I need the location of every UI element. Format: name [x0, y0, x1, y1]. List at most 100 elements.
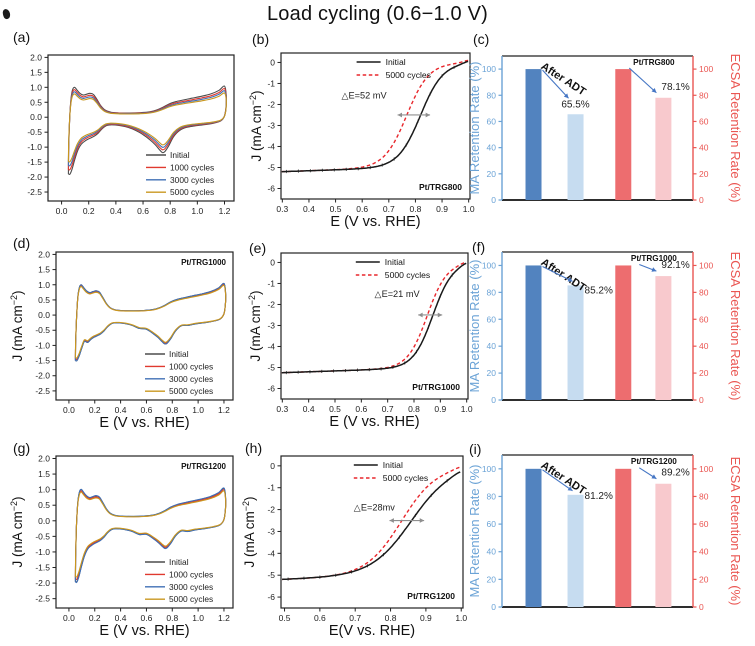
- panel-g-legend-label-1: 1000 cycles: [169, 569, 213, 579]
- panel-b-y-axis-label: J (mA cm−2): [248, 90, 264, 161]
- panel-g-cv-curve-1: [74, 489, 227, 581]
- panel-h-y-tick-label: 0: [270, 461, 275, 471]
- panel-letter-b: (b): [252, 31, 270, 47]
- panel-d-x-tick-label: 0.8: [166, 405, 178, 415]
- panel-e-x-axis-label: E (V vs. RHE): [329, 414, 419, 430]
- panel-f-pct-label-ma: 85.2%: [585, 285, 613, 296]
- panel-b-x-tick-label: 1.0: [463, 204, 475, 214]
- panel-d-x-axis-label: E (V vs. RHE): [99, 415, 189, 431]
- panel-i-adt-arrow: [542, 469, 573, 492]
- panel-g-y-tick-label: 1.0: [38, 485, 50, 495]
- panel-h-x-tick-label: 0.5: [279, 613, 291, 623]
- panel-g-legend-label-0: Initial: [169, 557, 189, 567]
- panel-b-y-tick-label: 0: [270, 57, 275, 67]
- panel-letter-d: (d): [13, 235, 31, 251]
- panel-e-y-tick-label: -3: [267, 320, 275, 330]
- panel-e-y-tick-label: -1: [267, 278, 275, 288]
- panel-b-x-tick-label: 0.8: [410, 204, 422, 214]
- panel-c-right-tick-label: 0: [699, 195, 704, 205]
- panel-h-delta-e-annotation: △E=28mv: [354, 503, 395, 513]
- panel-d-x-tick-label: 0.0: [63, 405, 75, 415]
- panel-b-x-tick-label: 0.7: [383, 204, 395, 214]
- panel-a-legend-label-2: 3000 cycles: [170, 175, 214, 185]
- panel-d-legend-label-1: 1000 cycles: [169, 361, 213, 371]
- panel-c-tag: Pt/TRG800: [633, 58, 675, 67]
- panel-h-legend-label-1: 5000 cycles: [383, 473, 428, 483]
- panel-a-y-tick-label: 1.5: [30, 67, 42, 77]
- panel-e-x-tick-label: 1.0: [461, 404, 473, 414]
- panel-f-after-adt-label: After ADT: [539, 256, 588, 294]
- panel-h-frame: [280, 455, 464, 609]
- panel-e-x-tick-label: 0.8: [408, 404, 420, 414]
- panel-i-adt-arrow-head: [567, 486, 573, 491]
- panel-b-frame: [280, 52, 471, 200]
- panel-i-left-axis-label: MA Retention Rate (%): [467, 465, 482, 598]
- panel-a-y-tick-label: 0.0: [30, 112, 42, 122]
- panel-c-bar-3: [655, 97, 672, 200]
- panel-h-y-tick-label: -3: [267, 526, 275, 536]
- panel-b-y-tick-label: -4: [267, 141, 275, 151]
- panel-letter-f: (f): [472, 239, 486, 255]
- panel-e-y-tick-label: -2: [267, 299, 275, 309]
- panel-f-tag: Pt/TRG1000: [631, 254, 677, 263]
- panel-letter-h: (h): [245, 440, 263, 456]
- panel-i-right-tick-label: 100: [699, 464, 713, 474]
- panel-c-adt-arrow-head: [563, 93, 569, 99]
- panel-i-right-axis-label: ECSA Retention Rate (%): [728, 457, 743, 606]
- panel-b-y-tick-label: -6: [267, 183, 275, 193]
- panel-h-y-tick-label: -1: [267, 483, 275, 493]
- panel-c-adt-arrow: [542, 69, 569, 99]
- panel-g-cv-curve-3: [74, 490, 227, 578]
- panel-e-y-tick-label: 0: [270, 257, 275, 267]
- panel-h-x-tick-label: 0.7: [349, 613, 361, 623]
- panel-g-y-tick-label: 1.5: [38, 469, 50, 479]
- panel-i-pct-label-ecsa: 89.2%: [661, 468, 689, 479]
- panel-i-bar-2: [615, 468, 632, 607]
- panel-e-legend-label-1: 5000 cycles: [385, 270, 430, 280]
- panel-e-x-tick-label: 0.4: [303, 404, 315, 414]
- panel-h-tag: Pt/TRG1200: [407, 591, 455, 601]
- panel-g-tag: Pt/TRG1200: [181, 462, 226, 471]
- panel-a-y-tick-label: -0.5: [27, 127, 42, 137]
- panel-d-y-tick-label: -1.0: [35, 340, 50, 350]
- panel-letter-e: (e): [249, 240, 267, 256]
- panel-c-left-tick-label: 0: [491, 195, 496, 205]
- panel-a-x-tick-label: 1.0: [191, 206, 203, 216]
- panel-d-x-tick-label: 1.0: [192, 405, 204, 415]
- panel-e-x-tick-label: 0.9: [434, 404, 446, 414]
- panel-a-y-tick-label: -1.0: [27, 142, 42, 152]
- panel-d-y-tick-label: -0.5: [35, 325, 50, 335]
- panel-g-y-tick-label: -2.0: [35, 578, 50, 588]
- panel-f-right-tick-label: 60: [699, 314, 709, 324]
- panel-d-y-axis-label: J (mA cm−2): [9, 290, 25, 361]
- panel-h-x-axis-label: E(V vs. RHE): [329, 623, 415, 639]
- panel-e-x-tick-label: 0.3: [276, 404, 288, 414]
- panel-c-left-tick-label: 20: [487, 169, 497, 179]
- panel-f-bar-3: [655, 276, 672, 400]
- panel-f-left-tick-label: 0: [491, 395, 496, 405]
- panel-i-left-tick-label: 0: [491, 602, 496, 612]
- panel-h-legend-label-0: Initial: [383, 460, 403, 470]
- panel-a-y-tick-label: -2.0: [27, 172, 42, 182]
- panel-f-left-tick-label: 20: [487, 368, 497, 378]
- panel-e-shift-arrow-head: [437, 312, 443, 318]
- panel-letter-g: (g): [13, 440, 31, 456]
- panel-f-left-tick-label: 80: [487, 287, 497, 297]
- panel-b-x-tick-label: 0.5: [330, 204, 342, 214]
- panel-a-x-tick-label: 0.6: [137, 206, 149, 216]
- panel-g-frame: [55, 455, 234, 609]
- panel-e-frame: [280, 252, 469, 400]
- panel-a-y-tick-label: 0.5: [30, 97, 42, 107]
- panel-b-legend-label-1: 5000 cycles: [386, 70, 431, 80]
- panel-c-bar-1: [567, 114, 584, 200]
- panel-g-x-tick-label: 1.2: [218, 613, 230, 623]
- panel-d-y-tick-label: -1.5: [35, 356, 50, 366]
- panel-i-left-tick-label: 80: [487, 491, 497, 501]
- panel-a-x-tick-label: 0.0: [56, 206, 68, 216]
- panel-letter-c: (c): [473, 31, 490, 47]
- panel-g-x-tick-label: 0.6: [141, 613, 153, 623]
- panel-c-right-tick-label: 100: [699, 64, 713, 74]
- panel-f-tag-arrow-head: [651, 267, 657, 272]
- panel-i-bar-0: [525, 468, 542, 607]
